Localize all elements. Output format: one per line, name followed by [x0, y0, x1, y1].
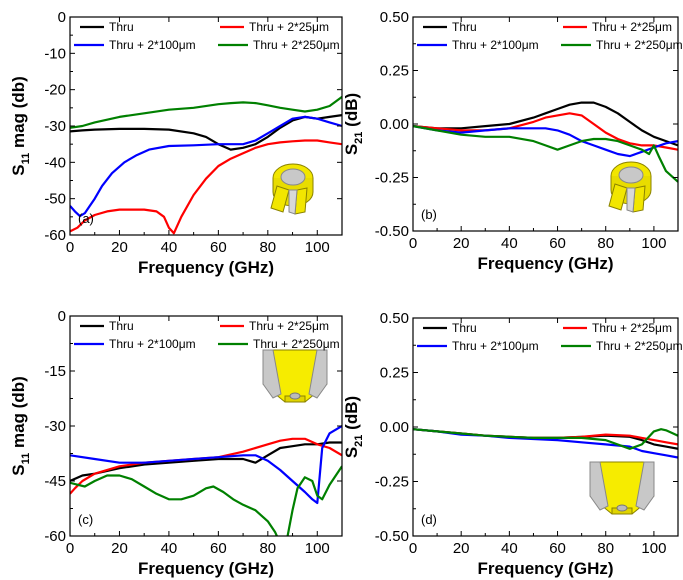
tapered-probe-icon: [589, 461, 655, 515]
series-line-0: [413, 101, 678, 147]
x-tick-label: 80: [597, 540, 614, 557]
y-axis-label: S11 mag (db): [9, 376, 32, 475]
tapered-probe-icon: [262, 349, 328, 403]
y-tick-label: -30: [44, 418, 66, 435]
legend-entry: Thru: [109, 319, 134, 333]
legend-entry: Thru: [109, 20, 134, 34]
x-tick-label: 20: [453, 540, 470, 557]
x-tick-label: 60: [210, 540, 227, 557]
x-axis-label: Frequency (GHz): [477, 559, 613, 578]
cylinder-probe-icon: [608, 161, 652, 213]
x-axis-label: Frequency (GHz): [138, 258, 274, 277]
y-tick-label: -0.50: [375, 223, 409, 240]
legend-entry: Thru + 2*250μm: [253, 38, 340, 52]
x-tick-label: 60: [549, 540, 566, 557]
legend-entry: Thru + 2*25μm: [592, 20, 672, 34]
panel-a: 0 20 40 60 80 100 0 -10 -20 -30 -40 -50 -60 Frequency…: [9, 9, 343, 277]
legend-entry: Thru + 2*100μm: [109, 38, 196, 52]
x-tick-label: 20: [111, 239, 128, 256]
y-tick-label: -10: [44, 45, 66, 62]
y-tick-label: -20: [44, 82, 66, 99]
series-line-1: [70, 437, 342, 495]
y-tick-label: 0.50: [380, 310, 409, 327]
panel-label: (d): [421, 512, 437, 527]
y-tick-label: -0.50: [375, 528, 409, 545]
x-tick-label: 60: [549, 235, 566, 252]
x-tick-label: 100: [305, 239, 330, 256]
series-line-0: [70, 441, 342, 483]
panel-b: 0 20 40 60 80 100 0.50 0.25 0.00 -0.25 -0.50 Freque…: [342, 9, 683, 273]
x-tick-label: 40: [161, 540, 178, 557]
y-tick-label: 0: [58, 308, 66, 325]
y-tick-label: -30: [44, 118, 66, 135]
series-line-3: [70, 465, 342, 536]
x-tick-label: 0: [66, 540, 74, 557]
y-tick-label: -0.25: [375, 170, 409, 187]
x-tick-label: 100: [641, 235, 666, 252]
y-tick-label: 0.25: [380, 365, 409, 382]
x-tick-label: 80: [259, 540, 276, 557]
x-tick-label: 0: [66, 239, 74, 256]
legend-entry: Thru + 2*250μm: [596, 38, 683, 52]
y-tick-label: -60: [44, 227, 66, 244]
panel-d: 0 20 40 60 80 100 0.50 0.25 0.00 -0.25 -0.50 Freque…: [342, 310, 683, 578]
legend-entry: Thru + 2*25μm: [249, 319, 329, 333]
x-tick-label: 20: [453, 235, 470, 252]
y-axis-label: S11 mag (db): [9, 76, 32, 175]
y-tick-label: 0.00: [380, 419, 409, 436]
x-axis-label: Frequency (GHz): [477, 254, 613, 273]
series-line-3: [413, 428, 678, 450]
series-line-2: [70, 425, 342, 505]
legend-entry: Thru + 2*25μm: [592, 321, 672, 335]
x-tick-label: 20: [111, 540, 128, 557]
y-tick-label: -0.25: [375, 474, 409, 491]
x-tick-label: 40: [161, 239, 178, 256]
series-line-3: [413, 125, 678, 183]
y-axis-label: S21 (dB): [342, 93, 365, 155]
series-line-2: [70, 115, 342, 218]
cylinder-probe-icon: [270, 163, 314, 215]
panel-c: 0 20 40 60 80 100 0 -15 -30 -45 -60 Frequency (GHz)…: [9, 308, 343, 578]
series-line-1: [70, 139, 342, 235]
y-tick-label: -15: [44, 363, 66, 380]
x-tick-label: 100: [641, 540, 666, 557]
legend-entry: Thru + 2*100μm: [452, 339, 539, 353]
y-tick-label: 0: [58, 9, 66, 26]
x-tick-label: 80: [597, 235, 614, 252]
x-tick-label: 0: [409, 540, 417, 557]
series-line-3: [70, 96, 342, 129]
panel-label: (a): [78, 211, 94, 226]
y-tick-label: -60: [44, 528, 66, 545]
legend-entry: Thru: [452, 20, 477, 34]
y-tick-label: -45: [44, 473, 66, 490]
panel-label: (c): [78, 512, 93, 527]
legend-entry: Thru + 2*100μm: [109, 337, 196, 351]
x-tick-label: 40: [501, 235, 518, 252]
legend-entry: Thru + 2*25μm: [249, 20, 329, 34]
legend-entry: Thru + 2*250μm: [596, 339, 683, 353]
x-tick-label: 80: [259, 239, 276, 256]
panels: 0 20 40 60 80 100 0 -10 -20 -30 -40 -50 -60 Frequency…: [9, 9, 683, 578]
x-tick-label: 0: [409, 235, 417, 252]
y-tick-label: 0.50: [380, 9, 409, 26]
y-axis-label: S21 (dB): [342, 396, 365, 458]
y-tick-label: -40: [44, 154, 66, 171]
x-tick-label: 100: [305, 540, 330, 557]
x-tick-label: 40: [501, 540, 518, 557]
legend-entry: Thru: [452, 321, 477, 335]
x-tick-label: 60: [210, 239, 227, 256]
panel-label: (b): [421, 207, 437, 222]
y-tick-label: 0.25: [380, 63, 409, 80]
y-tick-label: -50: [44, 191, 66, 208]
legend-entry: Thru + 2*100μm: [452, 38, 539, 52]
legend-entry: Thru + 2*250μm: [253, 337, 340, 351]
x-axis-label: Frequency (GHz): [138, 559, 274, 578]
y-tick-label: 0.00: [380, 116, 409, 133]
